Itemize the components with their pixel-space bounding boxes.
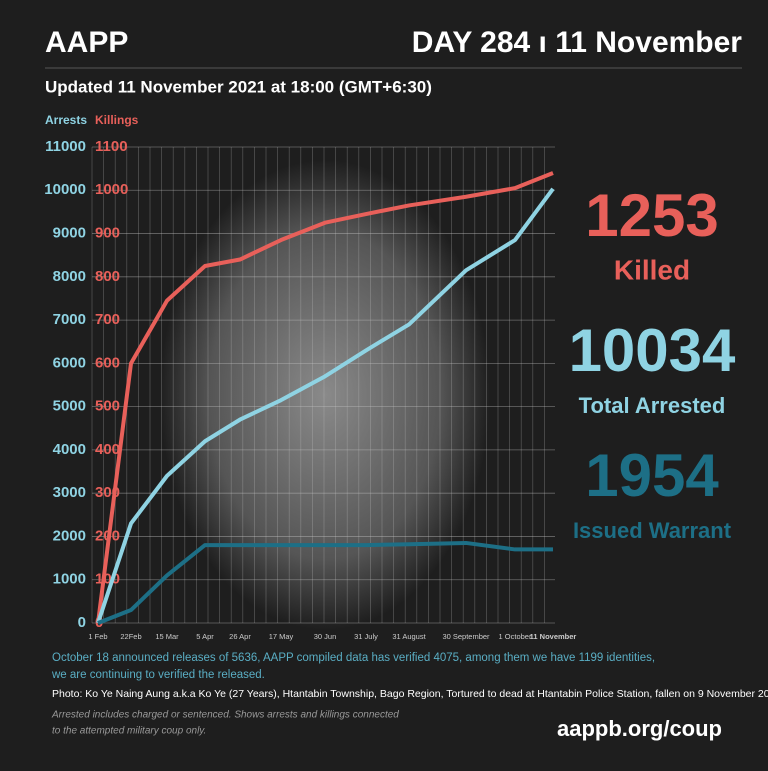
y-tick-label: 5000 bbox=[53, 398, 86, 415]
x-tick-label: 22Feb bbox=[120, 632, 141, 641]
stat-value: 1253 bbox=[585, 182, 718, 249]
y2-tick-label: 400 bbox=[95, 441, 120, 458]
stat-value: 10034 bbox=[569, 317, 736, 384]
footnote: to the attempted military coup only. bbox=[52, 726, 206, 737]
y2-label: Killings bbox=[95, 113, 139, 127]
x-tick-label: 30 September bbox=[442, 632, 490, 641]
y2-tick-label: 700 bbox=[95, 311, 120, 328]
series-line bbox=[96, 187, 555, 624]
stat-label: Killed bbox=[614, 254, 690, 285]
y2-tick-label: 900 bbox=[95, 225, 120, 242]
x-tick-label: 30 Jun bbox=[314, 632, 337, 641]
stat-label: Issued Warrant bbox=[573, 518, 732, 543]
stat-label: Total Arrested bbox=[579, 393, 726, 418]
updated: Updated 11 November 2021 at 18:00 (GMT+6… bbox=[45, 77, 432, 96]
x-tick-label: 31 July bbox=[354, 632, 378, 641]
y-label: Arrests bbox=[45, 113, 87, 127]
x-tick-label: 26 Apr bbox=[229, 632, 251, 641]
note: we are continuing to verified the releas… bbox=[51, 669, 265, 681]
y2-tick-label: 800 bbox=[95, 268, 120, 285]
portrait bbox=[160, 160, 490, 630]
footnote: Arrested includes charged or sentenced. … bbox=[51, 710, 399, 721]
y-tick-label: 10000 bbox=[44, 181, 86, 198]
y-tick-label: 1000 bbox=[53, 571, 86, 588]
x-tick-label: 1 Feb bbox=[88, 632, 107, 641]
series-line bbox=[96, 171, 554, 624]
x-tick-label: 5 Apr bbox=[196, 632, 214, 641]
x-tick-label: 17 May bbox=[269, 632, 294, 641]
series-line bbox=[97, 540, 553, 625]
photo-credit: Photo: Ko Ye Naing Aung a.k.a Ko Ye (27 … bbox=[52, 688, 768, 700]
y-tick-label: 11000 bbox=[45, 138, 86, 155]
y2-tick-label: 500 bbox=[95, 398, 120, 415]
x-tick-label: 1 October bbox=[499, 632, 532, 641]
y-tick-label: 0 bbox=[78, 614, 86, 631]
y-tick-label: 3000 bbox=[53, 484, 86, 501]
x-tick-label: 11 November bbox=[530, 632, 577, 641]
y-tick-label: 4000 bbox=[53, 441, 86, 458]
y-tick-label: 2000 bbox=[53, 527, 86, 544]
y-tick-label: 7000 bbox=[53, 311, 86, 328]
y-tick-label: 9000 bbox=[53, 225, 86, 242]
y2-tick-label: 1100 bbox=[95, 138, 128, 155]
x-tick-label: 31 August bbox=[392, 632, 426, 641]
note: October 18 announced releases of 5636, A… bbox=[52, 652, 655, 664]
y2-tick-label: 600 bbox=[95, 354, 120, 371]
y-tick-label: 6000 bbox=[53, 354, 86, 371]
brand: AAPP bbox=[45, 26, 128, 59]
stat-value: 1954 bbox=[585, 442, 719, 509]
x-tick-label: 15 Mar bbox=[155, 632, 179, 641]
day: DAY 284 ı 11 November bbox=[412, 26, 743, 59]
y2-tick-label: 1000 bbox=[95, 181, 128, 198]
y-tick-label: 8000 bbox=[53, 268, 86, 285]
url: aappb.org/coup bbox=[557, 716, 722, 741]
